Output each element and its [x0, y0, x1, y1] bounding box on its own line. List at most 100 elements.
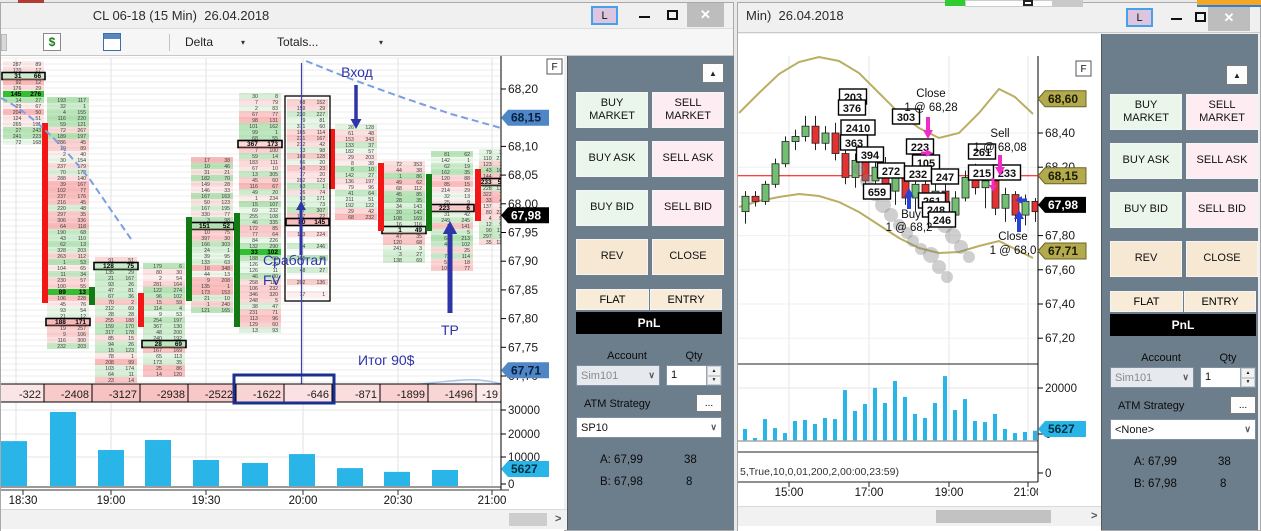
- account-select[interactable]: Sim101 ∨: [576, 365, 660, 386]
- svg-text:1: 1: [275, 130, 278, 136]
- chevron-down-icon[interactable]: ▾: [379, 38, 384, 47]
- svg-text:35: 35: [416, 198, 422, 204]
- account-select[interactable]: Sim101 ∨: [1110, 367, 1194, 388]
- sell-bid-button[interactable]: SELL BID: [652, 190, 724, 226]
- svg-text:26: 26: [128, 282, 134, 288]
- close-button[interactable]: ✕: [687, 3, 724, 27]
- spin-up-button[interactable]: ▲: [1241, 368, 1255, 378]
- svg-text:30000: 30000: [508, 405, 540, 417]
- svg-text:67: 67: [108, 294, 114, 300]
- horizontal-scrollbar[interactable]: >: [738, 506, 1101, 526]
- svg-text:394: 394: [861, 150, 880, 162]
- svg-text:-2938: -2938: [157, 389, 185, 401]
- svg-text:104: 104: [57, 266, 66, 272]
- svg-text:190: 190: [57, 230, 66, 236]
- scrollbar-thumb[interactable]: [936, 510, 1051, 523]
- svg-text:35: 35: [464, 170, 470, 176]
- buy-bid-button[interactable]: BUY BID: [576, 190, 648, 226]
- candlestick-chart[interactable]: 203 376 303 2410 363 394 223 272 105 232 247 261 215…: [738, 34, 1101, 531]
- maximize-button[interactable]: [1190, 9, 1210, 25]
- buy-market-button[interactable]: BUY MARKET: [576, 92, 648, 128]
- buy-ask-button[interactable]: BUY ASK: [576, 141, 648, 177]
- svg-text:33: 33: [486, 198, 492, 204]
- minimize-icon: [638, 16, 650, 18]
- totals-dropdown[interactable]: Totals...: [277, 35, 319, 49]
- sell-bid-button[interactable]: SELL BID: [1186, 192, 1258, 228]
- svg-text:64: 64: [108, 372, 114, 378]
- svg-text:123: 123: [316, 178, 325, 184]
- svg-text:68: 68: [319, 256, 325, 262]
- entry-button[interactable]: ENTRY: [1184, 291, 1256, 312]
- chevron-down-icon[interactable]: ▾: [241, 38, 246, 47]
- buy-ask-button[interactable]: BUY ASK: [1110, 143, 1182, 179]
- svg-text:228: 228: [77, 296, 86, 302]
- sell-ask-button[interactable]: SELL ASK: [1186, 143, 1258, 179]
- svg-text:149: 149: [201, 182, 210, 188]
- qty-stepper[interactable]: ▲ ▼: [706, 366, 721, 385]
- pnl-display[interactable]: PnL: [576, 312, 722, 334]
- close-position-button[interactable]: CLOSE: [1186, 241, 1258, 277]
- close-position-button[interactable]: CLOSE: [652, 239, 724, 275]
- reverse-button[interactable]: REV: [1110, 241, 1182, 277]
- qty-input[interactable]: 1 ▲ ▼: [666, 365, 722, 386]
- dollar-icon[interactable]: $: [43, 33, 61, 51]
- svg-text:116: 116: [58, 116, 66, 122]
- close-button[interactable]: ✕: [1208, 4, 1250, 31]
- collapse-panel-button[interactable]: ▲: [1226, 65, 1248, 85]
- svg-text:96: 96: [156, 294, 162, 300]
- table-icon[interactable]: [103, 33, 121, 51]
- sell-market-button[interactable]: SELL MARKET: [1186, 94, 1258, 130]
- svg-text:54: 54: [176, 276, 182, 282]
- svg-text:10: 10: [204, 230, 210, 236]
- left-grid: [1, 57, 501, 487]
- svg-text:128: 128: [365, 125, 374, 131]
- left-titlebar[interactable]: CL 06-18 (15 Min) 26.04.2018 L ✕: [1, 3, 733, 29]
- svg-text:34: 34: [80, 272, 86, 278]
- sell-ask-button[interactable]: SELL ASK: [652, 141, 724, 177]
- svg-text:15: 15: [156, 300, 162, 306]
- link-button[interactable]: L: [1126, 8, 1153, 27]
- minimize-button[interactable]: [1166, 11, 1186, 27]
- collapse-panel-button[interactable]: ▲: [702, 63, 724, 83]
- svg-text:67: 67: [35, 104, 41, 110]
- link-button[interactable]: L: [591, 6, 618, 25]
- qty-input[interactable]: 1 ▲ ▼: [1200, 367, 1256, 388]
- entry-button[interactable]: ENTRY: [650, 289, 722, 310]
- delta-dropdown[interactable]: Delta: [185, 35, 214, 49]
- reverse-button[interactable]: REV: [576, 239, 648, 275]
- flat-button[interactable]: FLAT: [576, 289, 649, 310]
- svg-text:93: 93: [60, 308, 66, 314]
- svg-text:38: 38: [252, 304, 258, 310]
- horizontal-scrollbar[interactable]: >: [1, 509, 567, 529]
- spin-down-button[interactable]: ▼: [1241, 377, 1255, 387]
- atm-more-button[interactable]: ...: [696, 394, 722, 412]
- scroll-right-button[interactable]: >: [1085, 509, 1103, 523]
- svg-text:172: 172: [249, 226, 258, 232]
- svg-text:16: 16: [204, 266, 210, 272]
- svg-text:317: 317: [105, 330, 114, 336]
- svg-text:89: 89: [80, 146, 86, 152]
- buy-bid-button[interactable]: BUY BID: [1110, 192, 1182, 228]
- pnl-display[interactable]: PnL: [1110, 314, 1256, 336]
- atm-strategy-select[interactable]: <None> ∨: [1110, 419, 1256, 440]
- footprint-chart[interactable]: 287 89 170 17 31 66 92 12 176 29 145 276 14 27 29 67 204…: [1, 56, 564, 531]
- qty-stepper[interactable]: ▲ ▼: [1240, 368, 1255, 387]
- svg-text:197: 197: [77, 134, 86, 140]
- svg-text:17:00: 17:00: [855, 487, 884, 499]
- svg-text:30: 30: [224, 236, 230, 242]
- buy-market-button[interactable]: BUY MARKET: [1110, 94, 1182, 130]
- svg-text:107: 107: [269, 202, 278, 208]
- atm-strategy-select[interactable]: SP10 ∨: [576, 417, 722, 438]
- scroll-right-button[interactable]: >: [549, 512, 567, 526]
- flat-button[interactable]: FLAT: [1110, 291, 1183, 312]
- svg-text:163: 163: [221, 194, 230, 200]
- sell-market-button[interactable]: SELL MARKET: [652, 92, 724, 128]
- atm-more-button[interactable]: ...: [1230, 396, 1256, 414]
- svg-text:188: 188: [249, 256, 258, 262]
- spin-up-button[interactable]: ▲: [707, 366, 721, 376]
- maximize-button[interactable]: [662, 7, 682, 23]
- minimize-button[interactable]: [634, 9, 654, 25]
- right-titlebar[interactable]: Min) 26.04.2018 L ✕: [738, 3, 1260, 33]
- scrollbar-thumb[interactable]: [509, 513, 547, 526]
- spin-down-button[interactable]: ▼: [707, 375, 721, 385]
